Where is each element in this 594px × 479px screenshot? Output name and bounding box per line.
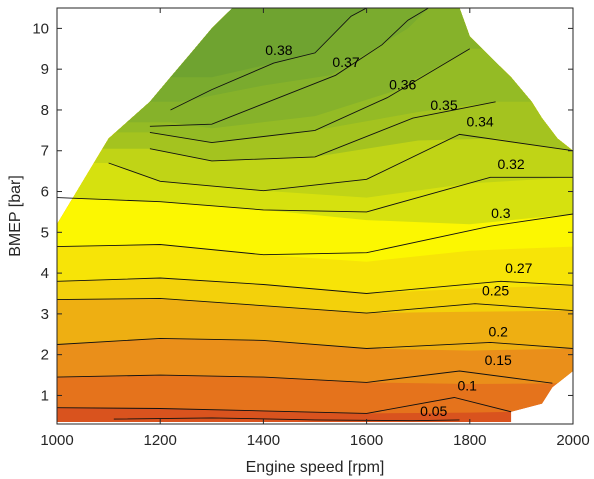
contour-label-0.34: 0.34 — [466, 113, 493, 129]
y-tick-label: 3 — [41, 306, 49, 323]
contour-label-0.15: 0.15 — [485, 352, 512, 368]
x-axis-title: Engine speed [rpm] — [246, 459, 385, 476]
contour-line-0.34 — [108, 133, 573, 192]
y-axis-title: BMEP [bar] — [7, 175, 24, 257]
contour-line-0.3 — [57, 213, 573, 256]
x-tick-label: 1200 — [144, 432, 177, 449]
y-tick-label: 8 — [41, 102, 49, 119]
contour-line-0.1 — [57, 397, 512, 414]
contour-line-0.25 — [57, 297, 573, 314]
contour-labels: 0.38 0.37 0.36 0.35 0.34 0.32 0.3 0.27 0.25 0.2 0.… — [265, 42, 532, 419]
contour-line-0.15 — [57, 370, 553, 384]
contour-line-0.35 — [149, 101, 496, 162]
contour-label-0.36: 0.36 — [389, 77, 416, 93]
x-tick-label: 1600 — [350, 432, 383, 449]
y-tick-label: 10 — [32, 20, 49, 37]
plot-frame — [56, 7, 574, 425]
contour-line-0.05 — [113, 417, 460, 422]
contour-label-0.32: 0.32 — [497, 156, 524, 172]
y-axis-ticks: 1 2 3 4 5 6 7 8 9 10 — [32, 20, 573, 404]
contour-label-0.38: 0.38 — [265, 42, 292, 58]
x-tick-label: 1400 — [247, 432, 280, 449]
x-tick-label: 1800 — [453, 432, 486, 449]
contour-label-0.35: 0.35 — [430, 97, 457, 113]
contour-label-0.1: 0.1 — [457, 378, 477, 394]
y-tick-label: 9 — [41, 61, 49, 78]
y-tick-label: 1 — [41, 387, 49, 404]
x-tick-label: 2000 — [556, 432, 589, 449]
y-tick-label: 2 — [41, 347, 49, 364]
contour-label-0.25: 0.25 — [482, 283, 509, 299]
y-tick-label: 5 — [41, 224, 49, 241]
contour-line-0.32 — [57, 176, 573, 213]
contour-label-0.2: 0.2 — [488, 323, 508, 339]
contour-label-0.3: 0.3 — [491, 205, 511, 221]
x-axis-ticks: 1000 1200 1400 1600 1800 2000 — [40, 8, 590, 449]
contour-line-0.27 — [57, 277, 573, 294]
contour-lines — [57, 8, 573, 422]
y-tick-label: 6 — [41, 184, 49, 201]
contour-line-0.2 — [57, 337, 573, 349]
y-tick-label: 7 — [41, 143, 49, 160]
contour-label-0.05: 0.05 — [420, 403, 447, 419]
contour-label-0.37: 0.37 — [332, 54, 359, 70]
contour-line-0.36 — [149, 48, 471, 144]
y-tick-label: 4 — [41, 265, 49, 282]
contour-line-0.38 — [170, 8, 367, 111]
contour-line-0.37 — [149, 8, 429, 127]
contour-label-0.27: 0.27 — [505, 260, 532, 276]
x-tick-label: 1000 — [40, 432, 73, 449]
